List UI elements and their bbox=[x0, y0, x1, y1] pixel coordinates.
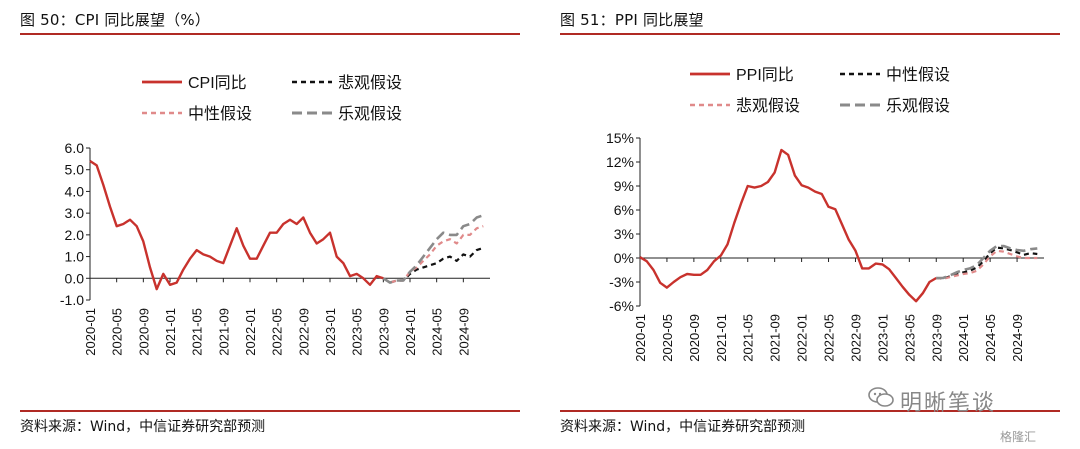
watermark-corner: 格隆汇 bbox=[1000, 430, 1037, 444]
ppi-series-actual bbox=[639, 148, 937, 303]
ppi-y-tick-label: -6% bbox=[609, 298, 634, 314]
ppi-x-tick-label: 2021-01 bbox=[714, 314, 729, 362]
ppi-title-rule bbox=[560, 33, 1060, 35]
ppi-x-tick-label: 2022-09 bbox=[848, 314, 863, 362]
cpi-y-tick-label: 2.0 bbox=[65, 227, 85, 243]
ppi-x-tick-label: 2021-05 bbox=[741, 314, 756, 362]
ppi-x-tick-label: 2021-09 bbox=[768, 314, 783, 362]
ppi-y-tick-label: 15% bbox=[606, 130, 634, 146]
cpi-x-tick-label: 2024-09 bbox=[456, 308, 471, 356]
cpi-x-tick-label: 2020-05 bbox=[110, 308, 125, 356]
cpi-y-tick-label: 4.0 bbox=[65, 183, 85, 199]
cpi-series-actual bbox=[89, 159, 384, 291]
ppi-y-tick-label: 3% bbox=[614, 226, 634, 242]
cpi-chart: -1.0 0.0 1.0 2.0 3.0 4.0 5.0 6.0 2020-01 2020-05 2… bbox=[60, 74, 490, 356]
ppi-panel: 图 51：PPI 同比展望 -6% -3% 0% 3% 6% 9% 12% 15% 2020-0… bbox=[560, 0, 1080, 449]
ppi-legend-label: 中性假设 bbox=[886, 66, 950, 84]
cpi-x-tick-label: 2022-09 bbox=[296, 308, 311, 356]
cpi-y-tick-label: 1.0 bbox=[65, 249, 85, 265]
cpi-x-tick-label: 2023-05 bbox=[350, 308, 365, 356]
ppi-chart-title: 图 51：PPI 同比展望 bbox=[560, 11, 704, 29]
cpi-title-rule bbox=[20, 33, 520, 35]
ppi-y-tick-label: 9% bbox=[614, 178, 634, 194]
ppi-series-mid bbox=[936, 246, 1038, 280]
ppi-x-tick-label: 2020-05 bbox=[660, 314, 675, 362]
ppi-x-tick-label: 2024-05 bbox=[983, 314, 998, 362]
cpi-y-tick-label: 5.0 bbox=[65, 162, 85, 178]
cpi-chart-title: 图 50：CPI 同比展望（%） bbox=[20, 11, 211, 29]
cpi-y-tick-label: 6.0 bbox=[65, 140, 85, 156]
cpi-x-tick-label: 2021-05 bbox=[190, 308, 205, 356]
cpi-x-tick-label: 2021-09 bbox=[216, 308, 231, 356]
ppi-legend-label: 悲观假设 bbox=[736, 97, 800, 115]
wechat-icon bbox=[868, 387, 894, 407]
ppi-chart: -6% -3% 0% 3% 6% 9% 12% 15% 2020-01 2020-05 2020-0… bbox=[606, 66, 1044, 362]
ppi-x-tick-label: 2022-05 bbox=[822, 314, 837, 362]
ppi-legend-label: PPI同比 bbox=[736, 66, 794, 84]
ppi-y-tick-label: 6% bbox=[614, 202, 634, 218]
cpi-y-tick-label: 3.0 bbox=[65, 205, 85, 221]
ppi-y-tick-label: -3% bbox=[609, 274, 634, 290]
ppi-source-rule bbox=[560, 410, 1060, 412]
cpi-x-tick-label: 2022-01 bbox=[243, 308, 258, 356]
ppi-x-tick-label: 2023-01 bbox=[875, 314, 890, 362]
cpi-series-pess_light bbox=[382, 225, 484, 284]
cpi-source-note: 资料来源：Wind，中信证券研究部预测 bbox=[20, 419, 266, 435]
ppi-x-tick-label: 2022-01 bbox=[795, 314, 810, 362]
ppi-x-tick-label: 2023-05 bbox=[902, 314, 917, 362]
cpi-panel: 图 50：CPI 同比展望（%） -1.0 0.0 1.0 2.0 3.0 4.0 5.0 6… bbox=[20, 0, 540, 449]
cpi-x-tick-label: 2020-01 bbox=[83, 308, 98, 356]
ppi-y-tick-label: 0% bbox=[614, 250, 634, 266]
ppi-x-tick-label: 2024-01 bbox=[956, 314, 971, 362]
ppi-series-pess_light bbox=[936, 249, 1038, 280]
cpi-series-mid bbox=[382, 246, 484, 284]
cpi-x-tick-label: 2021-01 bbox=[163, 308, 178, 356]
cpi-y-tick-label: -1.0 bbox=[60, 292, 84, 308]
cpi-x-tick-label: 2023-09 bbox=[376, 308, 391, 356]
cpi-legend-label: 乐观假设 bbox=[338, 105, 402, 123]
ppi-x-tick-label: 2023-09 bbox=[929, 314, 944, 362]
cpi-x-tick-label: 2023-01 bbox=[323, 308, 338, 356]
cpi-legend-label: 悲观假设 bbox=[338, 74, 402, 92]
watermark-brand: 明晰笔谈 bbox=[900, 391, 997, 416]
cpi-x-tick-label: 2020-09 bbox=[136, 308, 151, 356]
ppi-source-note: 资料来源：Wind，中信证券研究部预测 bbox=[560, 419, 806, 435]
ppi-legend-label: 乐观假设 bbox=[886, 97, 950, 115]
cpi-x-tick-label: 2024-01 bbox=[403, 308, 418, 356]
cpi-y-tick-label: 0.0 bbox=[65, 270, 85, 286]
ppi-y-tick-label: 12% bbox=[606, 154, 634, 170]
ppi-x-tick-label: 2020-09 bbox=[687, 314, 702, 362]
cpi-series-opt_gray bbox=[382, 214, 484, 284]
ppi-x-tick-label: 2020-01 bbox=[633, 314, 648, 362]
ppi-series-opt_gray bbox=[936, 244, 1038, 280]
cpi-x-tick-label: 2022-05 bbox=[270, 308, 285, 356]
cpi-legend-label: 中性假设 bbox=[188, 105, 252, 123]
cpi-legend-label: CPI同比 bbox=[188, 74, 247, 92]
cpi-x-tick-label: 2024-05 bbox=[430, 308, 445, 356]
cpi-source-rule bbox=[20, 410, 520, 412]
ppi-x-tick-label: 2024-09 bbox=[1010, 314, 1025, 362]
